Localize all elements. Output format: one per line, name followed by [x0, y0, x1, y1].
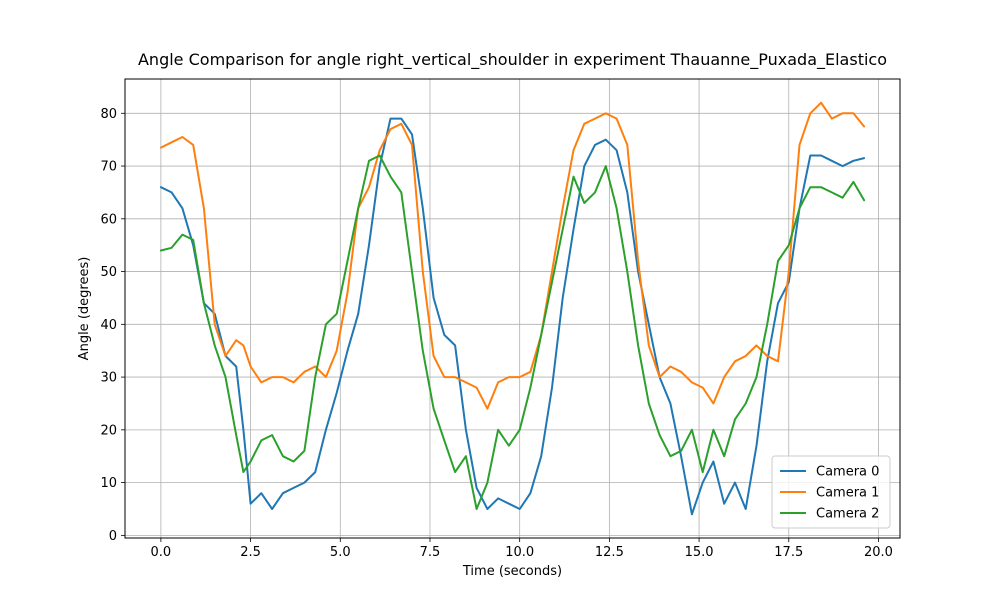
y-tick-label: 60 — [100, 212, 117, 227]
series-lines — [159, 101, 866, 516]
series-line-camera-1 — [159, 101, 866, 410]
legend-label: Camera 0 — [816, 465, 879, 480]
legend-label: Camera 1 — [816, 486, 879, 501]
y-axis: 0 10 20 30 40 50 60 70 80 — [100, 107, 125, 544]
series-line-camera-0 — [159, 117, 866, 516]
y-axis-label: Angle (degrees) — [77, 257, 92, 361]
chart-title: Angle Comparison for angle right_vertica… — [138, 50, 887, 70]
y-tick-label: 40 — [100, 318, 117, 333]
series-line-camera-2 — [159, 154, 866, 510]
y-tick-label: 0 — [109, 529, 117, 544]
y-tick-label: 30 — [100, 371, 117, 386]
x-axis-label: Time (seconds) — [462, 564, 562, 579]
y-tick-label: 10 — [100, 476, 117, 491]
x-tick-label: 12.5 — [595, 545, 624, 560]
x-tick-label: 15.0 — [685, 545, 714, 560]
legend: Camera 0 Camera 1 Camera 2 — [771, 455, 891, 529]
y-tick-label: 80 — [100, 107, 117, 122]
x-tick-label: 7.5 — [420, 545, 441, 560]
x-axis: 0.0 2.5 5.0 7.5 10.0 12.5 15.0 17.5 20.0 — [151, 538, 893, 560]
y-tick-label: 70 — [100, 160, 117, 175]
x-tick-label: 20.0 — [864, 545, 893, 560]
grid-lines — [125, 79, 900, 538]
y-tick-label: 50 — [100, 265, 117, 280]
x-tick-label: 5.0 — [330, 545, 351, 560]
x-tick-label: 10.0 — [505, 545, 534, 560]
legend-box — [771, 455, 891, 529]
legend-label: Camera 2 — [816, 507, 879, 522]
x-tick-label: 17.5 — [774, 545, 803, 560]
y-tick-label: 20 — [100, 423, 117, 438]
plot-frame — [124, 78, 901, 539]
x-tick-label: 2.5 — [240, 545, 261, 560]
x-tick-label: 0.0 — [151, 545, 172, 560]
